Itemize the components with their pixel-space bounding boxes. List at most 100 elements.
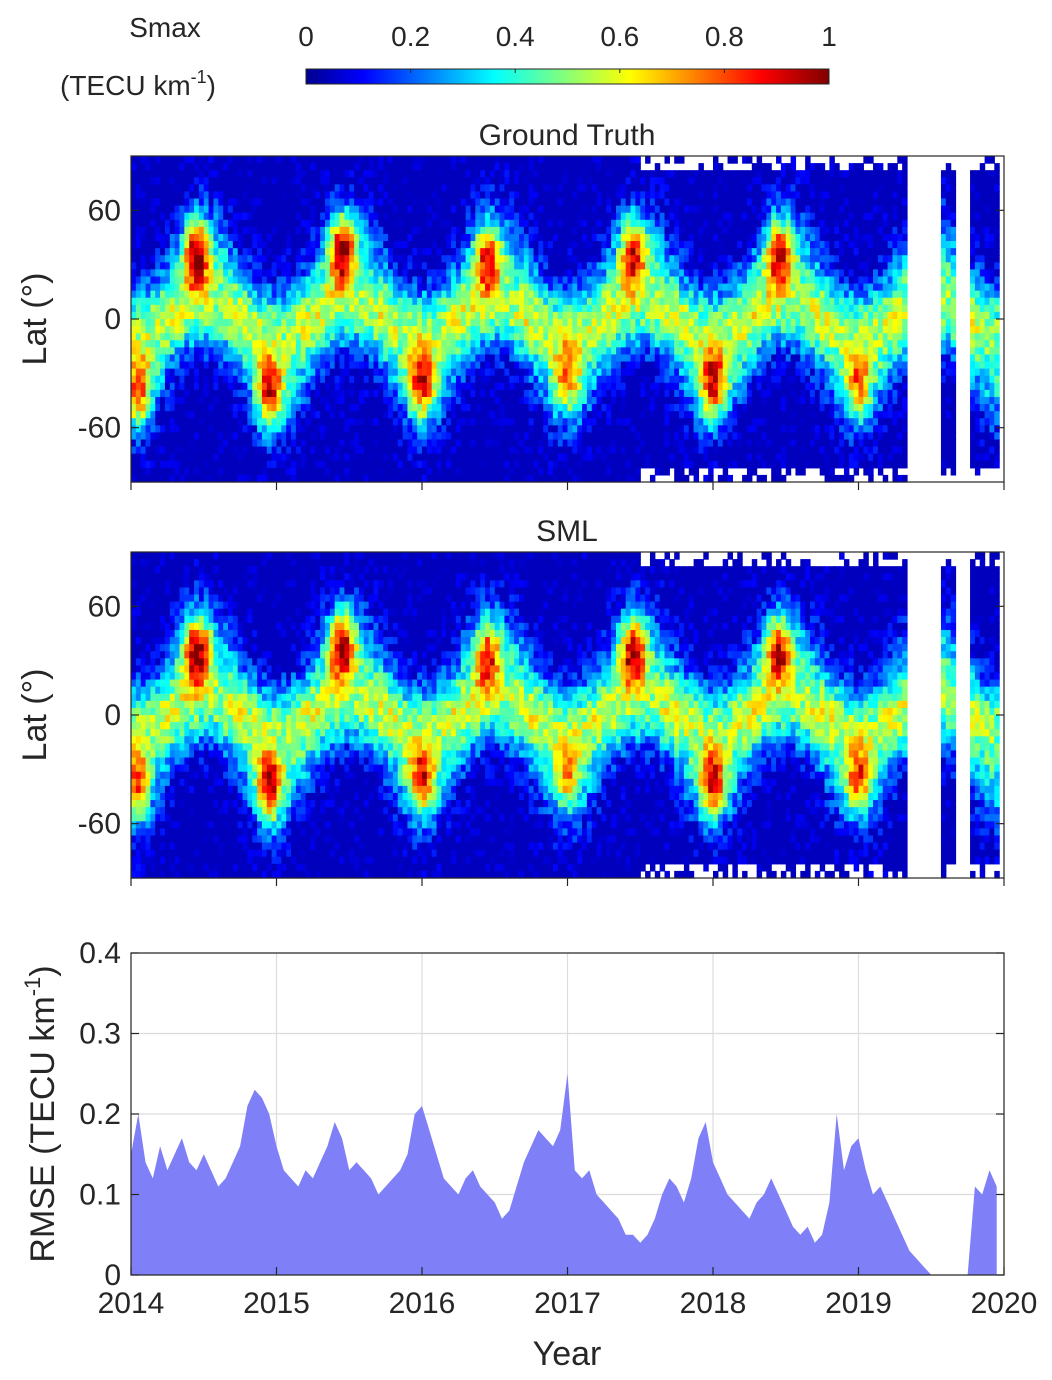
heatmap-cell xyxy=(131,354,137,363)
heatmap-cell xyxy=(504,170,510,178)
heatmap-cell xyxy=(451,163,457,171)
heatmap-cell xyxy=(446,184,452,193)
heatmap-cell xyxy=(208,184,215,193)
heatmap-cell xyxy=(310,333,316,341)
heatmap-cell xyxy=(349,170,355,178)
heatmap-cell xyxy=(616,205,622,214)
heatmap-cell xyxy=(455,319,462,327)
heatmap-cell xyxy=(552,411,559,419)
heatmap-cell xyxy=(562,262,569,270)
heatmap-cell xyxy=(455,361,462,370)
heatmap-cell xyxy=(620,460,627,469)
heatmap-cell xyxy=(431,404,438,412)
heatmap-cell xyxy=(489,361,496,370)
heatmap-cell xyxy=(354,297,360,306)
heatmap-cell xyxy=(155,163,161,171)
heatmap-cell xyxy=(422,304,428,313)
heatmap-cell xyxy=(325,474,331,483)
heatmap-cell xyxy=(358,241,365,249)
heatmap-cell xyxy=(194,404,200,412)
heatmap-cell xyxy=(649,198,656,207)
heatmap-cell xyxy=(164,347,171,356)
heatmap-cell xyxy=(145,226,151,235)
heatmap-cell xyxy=(232,439,239,448)
heatmap-cell xyxy=(567,262,573,270)
heatmap-cell xyxy=(189,184,195,193)
heatmap-cell xyxy=(160,326,166,334)
heatmap-cell xyxy=(645,375,651,384)
heatmap-cell xyxy=(577,453,583,462)
heatmap-cell xyxy=(388,389,394,398)
heatmap-cell xyxy=(552,467,559,476)
heatmap-cell xyxy=(455,297,462,306)
heatmap-cell xyxy=(417,382,423,391)
heatmap-cell xyxy=(213,177,219,185)
heatmap-cell xyxy=(601,248,607,256)
heatmap-cell xyxy=(194,474,200,483)
heatmap-cell xyxy=(635,198,641,207)
heatmap-cell xyxy=(208,276,215,285)
heatmap-cell xyxy=(640,460,646,469)
heatmap-cell xyxy=(426,347,433,356)
heatmap-cell xyxy=(237,368,244,377)
heatmap-cell xyxy=(237,156,244,164)
heatmap-cell xyxy=(131,241,137,249)
heatmap-cell xyxy=(155,326,161,334)
heatmap-cell xyxy=(194,248,200,256)
heatmap-cell xyxy=(446,446,452,455)
heatmap-cell xyxy=(577,255,583,263)
heatmap-cell xyxy=(455,418,462,426)
heatmap-cell xyxy=(339,340,345,348)
heatmap-cell xyxy=(586,404,593,412)
heatmap-cell xyxy=(596,170,603,178)
heatmap-cell xyxy=(174,418,181,426)
heatmap-cell xyxy=(218,474,224,483)
heatmap-cell xyxy=(582,460,588,469)
heatmap-cell xyxy=(339,283,345,292)
heatmap-cell xyxy=(601,389,607,398)
heatmap-cell xyxy=(310,389,316,398)
heatmap-cell xyxy=(465,389,472,398)
heatmap-cell xyxy=(383,283,389,292)
heatmap-cell xyxy=(586,333,593,341)
heatmap-cell xyxy=(640,446,646,455)
heatmap-cell xyxy=(514,326,520,334)
heatmap-cell xyxy=(218,311,224,320)
heatmap-cell xyxy=(548,467,554,476)
heatmap-cell xyxy=(271,241,278,249)
heatmap-cell xyxy=(649,233,656,242)
heatmap-cell xyxy=(291,191,297,200)
heatmap-cell xyxy=(514,361,520,370)
heatmap-cell xyxy=(300,255,307,263)
heatmap-cell xyxy=(412,340,418,348)
heatmap-cell xyxy=(325,396,331,405)
heatmap-cell xyxy=(451,453,457,462)
heatmap-cell xyxy=(562,184,569,193)
heatmap-cell xyxy=(315,333,321,341)
heatmap-cell xyxy=(194,347,200,356)
heatmap-cell xyxy=(261,184,268,193)
heatmap-cell xyxy=(383,191,389,200)
heatmap-cell xyxy=(300,340,307,348)
heatmap-cell xyxy=(475,219,481,228)
heatmap-cell xyxy=(174,361,181,370)
heatmap-cell xyxy=(557,311,564,320)
heatmap-cell xyxy=(455,212,462,221)
heatmap-cell xyxy=(295,276,302,285)
heatmap-cell xyxy=(179,156,185,164)
heatmap-cell xyxy=(441,219,447,228)
heatmap-cell xyxy=(494,269,501,278)
heatmap-cell xyxy=(470,177,476,185)
heatmap-cell xyxy=(431,304,438,313)
heatmap-cell xyxy=(155,177,161,185)
heatmap-cell xyxy=(388,340,394,348)
heatmap-cell xyxy=(363,205,370,214)
heatmap-cell xyxy=(519,439,525,448)
heatmap-cell xyxy=(257,432,263,441)
heatmap-cell xyxy=(325,156,331,164)
heatmap-cell xyxy=(325,290,331,299)
heatmap-cell xyxy=(223,255,229,263)
heatmap-cell xyxy=(242,269,248,278)
heatmap-cell xyxy=(591,177,598,185)
heatmap-cell xyxy=(218,389,224,398)
